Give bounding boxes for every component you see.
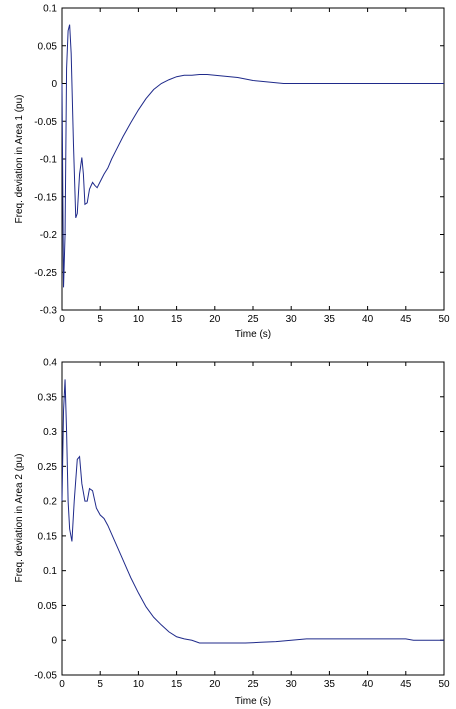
y-tick-label-area2: 0.15 [38, 531, 58, 542]
y-tick-label-area2: 0.4 [43, 358, 57, 369]
y-tick-label-area2: 0.25 [38, 462, 58, 473]
y-tick-label-area1: -0.3 [40, 306, 58, 317]
y-tick-label-area1: -0.15 [34, 192, 57, 203]
y-tick-label-area1: 0.05 [38, 41, 58, 52]
x-tick-label-area2: 40 [362, 679, 374, 690]
x-tick-label-area1: 35 [324, 314, 336, 325]
y-tick-label-area1: 0.1 [43, 4, 57, 15]
ticks-area2: 0 5 10 15 20 25 30 35 40 45 50 0.4 0.35 0.3 0.25 0.2 0.1… [34, 358, 450, 691]
y-tick-label-area2: 0.05 [38, 601, 58, 612]
y-tick-label-area2: 0.35 [38, 392, 58, 403]
x-tick-label-area2: 25 [247, 679, 259, 690]
x-tick-label-area2: 20 [209, 679, 221, 690]
y-tick-label-area2: 0 [51, 636, 57, 647]
y-tick-label-area2: 0.3 [43, 427, 57, 438]
x-tick-label-area1: 5 [97, 314, 103, 325]
x-tick-label-area2: 50 [438, 679, 450, 690]
plot-frame-area2 [61, 361, 445, 676]
x-tick-label-area2: 45 [400, 679, 412, 690]
y-tick-label-area1: -0.2 [40, 230, 58, 241]
series-line-area2 [61, 379, 444, 644]
x-tick-label-area1: 25 [247, 314, 259, 325]
x-tick-label-area2: 5 [97, 679, 103, 690]
x-tick-label-area2: 0 [59, 679, 65, 690]
y-tick-label-area2: -0.05 [34, 671, 57, 682]
x-tick-label-area1: 40 [362, 314, 374, 325]
x-axis-label-area2: Time (s) [235, 696, 271, 707]
y-tick-label-area1: -0.25 [34, 268, 57, 279]
x-tick-label-area1: 0 [59, 314, 65, 325]
x-tick-label-area1: 20 [209, 314, 221, 325]
x-tick-label-area2: 35 [324, 679, 336, 690]
chart-area1: Time (s) Freq. deviation in Area 1 (pu) … [14, 4, 450, 341]
y-tick-label-area1: 0 [51, 79, 57, 90]
ticks-area1: 0 5 10 15 20 25 30 35 40 45 50 0.1 0.05 0 -0.05 -0.1 -0.… [34, 4, 450, 326]
y-tick-label-area2: 0.2 [43, 497, 57, 508]
x-tick-label-area1: 30 [286, 314, 298, 325]
series-line-area1 [61, 24, 444, 288]
x-tick-label-area2: 15 [171, 679, 183, 690]
plot-frame-area1 [61, 7, 445, 311]
x-tick-label-area1: 50 [438, 314, 450, 325]
y-tick-label-area1: -0.1 [40, 155, 58, 166]
y-axis-label-area2: Freq. deviation in Area 2 (pu) [14, 454, 25, 583]
x-tick-label-area2: 30 [286, 679, 298, 690]
x-tick-label-area2: 10 [133, 679, 145, 690]
chart-area2: Time (s) Freq. deviation in Area 2 (pu) … [14, 358, 450, 708]
x-tick-label-area1: 10 [133, 314, 145, 325]
y-tick-label-area2: 0.1 [43, 566, 57, 577]
y-tick-label-area1: -0.05 [34, 117, 57, 128]
x-tick-label-area1: 45 [400, 314, 412, 325]
y-axis-label-area1: Freq. deviation in Area 1 (pu) [14, 95, 25, 224]
x-tick-label-area1: 15 [171, 314, 183, 325]
x-axis-label-area1: Time (s) [235, 329, 271, 340]
